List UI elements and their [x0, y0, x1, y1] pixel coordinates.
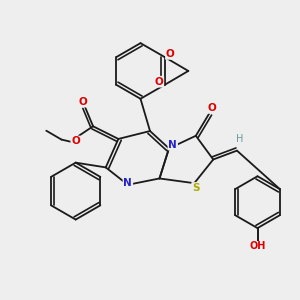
- Text: H: H: [236, 134, 244, 144]
- Text: N: N: [124, 178, 132, 188]
- Text: O: O: [207, 103, 216, 113]
- Text: O: O: [166, 49, 175, 59]
- Text: N: N: [168, 140, 177, 150]
- Text: O: O: [78, 97, 87, 106]
- Text: O: O: [154, 77, 163, 87]
- Text: OH: OH: [249, 242, 266, 251]
- Text: O: O: [71, 136, 80, 146]
- Text: S: S: [192, 183, 200, 193]
